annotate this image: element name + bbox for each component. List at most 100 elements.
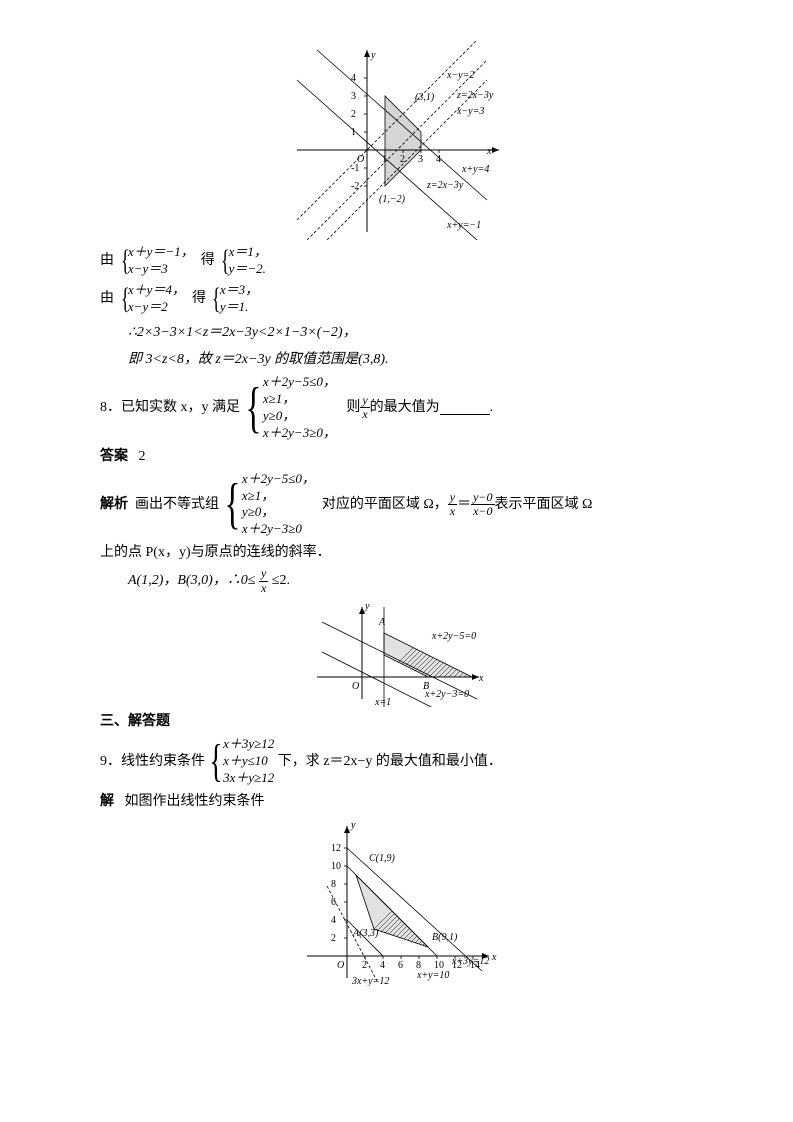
sol8-row: 解析 画出不等式组 { x＋2y−5≤0， x≥1， y≥0， x＋2y−3≥0… <box>100 471 693 539</box>
q9-sys-l3: 3x＋y≥12 <box>223 770 274 787</box>
svg-text:4: 4 <box>331 915 336 926</box>
svg-text:x+y=10: x+y=10 <box>416 970 449 981</box>
q8-suffix1: 则 <box>346 395 360 420</box>
sol8-l3-frac-den: x <box>259 582 268 595</box>
q8-frac-num: y <box>360 394 369 408</box>
sol-label: 解析 <box>100 492 128 517</box>
sys1-mid: 得 <box>201 253 215 268</box>
q9-sys-l1: x＋3y≥12 <box>223 736 274 753</box>
svg-text:3: 3 <box>351 91 356 102</box>
svg-text:3: 3 <box>418 154 423 165</box>
graph1-container: 1234-2-11234yxOx−y=2z=2x−3yx−y=3(3,1)x+y… <box>100 40 693 240</box>
svg-text:6: 6 <box>331 897 336 908</box>
svg-text:O: O <box>337 960 344 971</box>
q8-prefix: 已知实数 x，y 满足 <box>121 395 240 420</box>
svg-text:4: 4 <box>380 960 385 971</box>
q8-suffix2: 的最大值为 <box>370 395 440 420</box>
sol8-frac2-num: y−0 <box>471 491 494 505</box>
svg-text:x+2y−3=0: x+2y−3=0 <box>424 689 469 700</box>
q9-sys-l2: x＋y≤10 <box>223 753 274 770</box>
ans8-value: 2 <box>139 449 146 464</box>
svg-text:2: 2 <box>362 960 367 971</box>
ans-label: 答案 <box>100 449 128 464</box>
svg-text:y: y <box>350 820 356 831</box>
sol8-sys-l3: y≥0， <box>242 504 315 521</box>
q8-sys-l4: x＋2y−3≥0， <box>263 425 336 442</box>
svg-text:3x+y=12: 3x+y=12 <box>351 976 389 986</box>
svg-text:-2: -2 <box>351 181 359 192</box>
sol9-row: 解 如图作出线性约束条件 <box>100 789 693 814</box>
sys2b-l2: y＝1. <box>220 299 258 316</box>
sol8-frac1-den: x <box>448 505 457 518</box>
sol8-sys-l4: x＋2y−3≥0 <box>242 521 315 538</box>
sys2-row: 由 { x＋y＝4， x−y＝2 得 { x＝3， y＝1. <box>100 282 693 316</box>
sys2-prefix: 由 <box>100 291 114 306</box>
q8-blank <box>440 400 490 415</box>
calc-line2: 即 3<z<8，故 z＝2x−3y 的取值范围是(3,8). <box>128 347 693 372</box>
sys2a-l1: x＋y＝4， <box>128 282 185 299</box>
svg-text:O: O <box>357 154 364 165</box>
sys1a-l1: x＋y＝−1， <box>128 244 194 261</box>
section3-heading: 三、解答题 <box>100 709 693 734</box>
svg-text:8: 8 <box>331 879 336 890</box>
svg-text:O: O <box>352 681 359 692</box>
sys2a-l2: x−y＝2 <box>128 299 185 316</box>
calc-line2-text: 即 3<z<8，故 z＝2x−3y 的取值范围是(3,8). <box>128 352 389 367</box>
sol8-line2: 上的点 P(x，y)与原点的连线的斜率． <box>100 540 693 565</box>
svg-text:B(9,1): B(9,1) <box>432 932 458 943</box>
svg-text:x+2y−5=0: x+2y−5=0 <box>431 631 476 642</box>
sol9-text: 如图作出线性约束条件 <box>125 794 265 809</box>
svg-text:x−y=3: x−y=3 <box>456 106 484 117</box>
q9-prefix: 线性约束条件 <box>121 749 205 774</box>
svg-text:x−y=2: x−y=2 <box>446 70 474 81</box>
svg-text:6: 6 <box>398 960 403 971</box>
sol8-frac1-num: y <box>448 491 457 505</box>
sys1b-l2: y＝−2. <box>229 261 267 278</box>
sys1-row: 由 { x＋y＝−1， x−y＝3 得 { x＝1， y＝−2. <box>100 244 693 278</box>
svg-text:A(3,3): A(3,3) <box>352 928 379 939</box>
svg-text:z=2x−3y: z=2x−3y <box>426 180 464 191</box>
q8-sys-l1: x＋2y−5≤0， <box>263 374 336 391</box>
q8-blank-suffix: . <box>490 395 494 420</box>
svg-text:12: 12 <box>331 843 341 854</box>
svg-text:A: A <box>378 617 386 628</box>
svg-text:x=1: x=1 <box>374 697 391 707</box>
sys1-prefix: 由 <box>100 253 114 268</box>
svg-text:2: 2 <box>351 109 356 120</box>
svg-text:z=2x−3y: z=2x−3y <box>456 90 494 101</box>
svg-text:x: x <box>486 146 492 157</box>
sol9-label: 解 <box>100 794 114 809</box>
sys2b-l1: x＝3， <box>220 282 258 299</box>
ans8-row: 答案 2 <box>100 444 693 469</box>
q9-row: 9． 线性约束条件 { x＋3y≥12 x＋y≤10 3x＋y≥12 下，求 z… <box>100 736 693 787</box>
sol8-eq: ＝ <box>457 492 471 517</box>
sol8-suffix: 表示平面区域 Ω <box>495 492 593 517</box>
svg-text:x+3y=12: x+3y=12 <box>451 956 489 967</box>
sol8-line3b: ≤2. <box>272 573 290 588</box>
sol8-frac2-den: x−0 <box>471 505 494 518</box>
svg-text:x: x <box>478 673 484 684</box>
graph2-container: yxOABx+2y−5=0x+2y−3=0x=1 <box>100 597 693 707</box>
q9-num: 9． <box>100 749 121 774</box>
svg-text:y: y <box>364 601 370 612</box>
svg-text:(3,1): (3,1) <box>415 92 435 103</box>
svg-text:10: 10 <box>331 861 341 872</box>
svg-text:x+y=4: x+y=4 <box>461 164 489 175</box>
svg-text:4: 4 <box>351 73 356 84</box>
q8-sys-l2: x≥1， <box>263 391 336 408</box>
svg-text:x: x <box>491 952 497 963</box>
svg-text:2: 2 <box>331 933 336 944</box>
sol8-mid: 对应的平面区域 Ω， <box>322 492 448 517</box>
svg-text:1: 1 <box>382 154 387 165</box>
q9-mid: 下，求 z＝2x−y 的最大值和最小值． <box>278 749 502 774</box>
sol8-line3: A(1,2)，B(3,0)，∴0≤ yx ≤2. <box>128 567 693 594</box>
sol8-line3a: A(1,2)，B(3,0)，∴0≤ <box>128 573 255 588</box>
graph3: 246810121424681012yxOC(1,9)A(3,3)B(9,1)x… <box>297 816 497 986</box>
sys1b-l1: x＝1， <box>229 244 267 261</box>
q8-row: 8． 已知实数 x，y 满足 { x＋2y−5≤0， x≥1， y≥0， x＋2… <box>100 374 693 442</box>
graph3-container: 246810121424681012yxOC(1,9)A(3,3)B(9,1)x… <box>100 816 693 986</box>
sol8-sys-l1: x＋2y−5≤0， <box>242 471 315 488</box>
sol8-l3-frac-num: y <box>259 567 268 581</box>
sol8-sys-l2: x≥1， <box>242 488 315 505</box>
svg-text:(1,−2): (1,−2) <box>379 194 406 205</box>
